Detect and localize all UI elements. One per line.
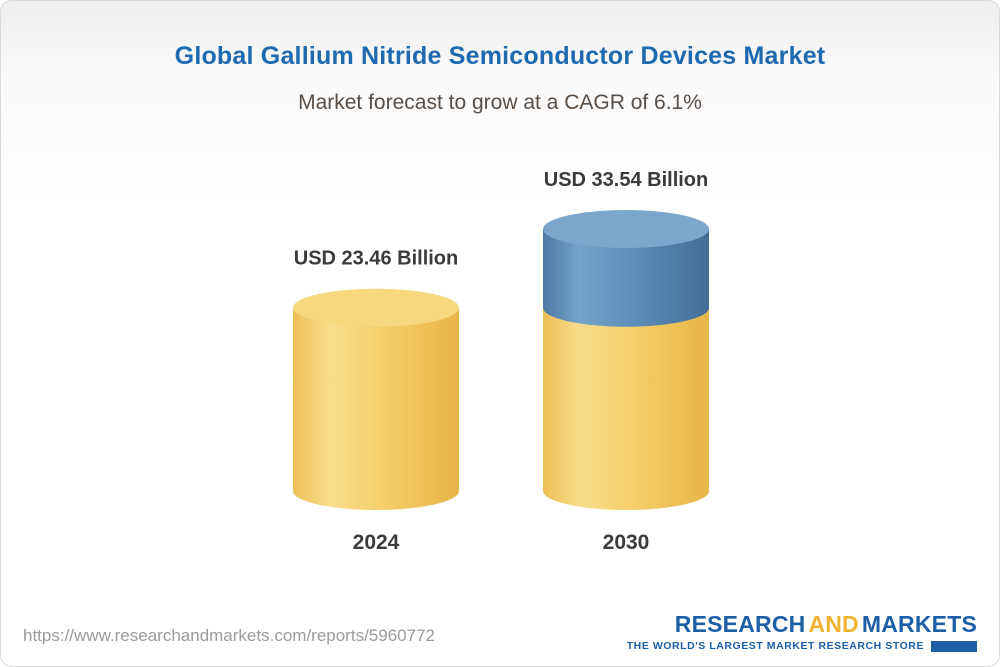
research-and-markets-logo: RESEARCH AND MARKETS THE WORLD'S LARGEST M… [627, 613, 977, 652]
logo-word-research: RESEARCH [674, 611, 806, 637]
category-label: 2024 [353, 531, 400, 554]
chart-title: Global Gallium Nitride Semiconductor Dev… [174, 42, 826, 70]
logo-word-and: AND [808, 611, 859, 637]
source-url: https://www.researchandmarkets.com/repor… [23, 626, 435, 645]
bar-2024: USD 23.46 Billion 2024 [293, 248, 459, 554]
cylinder-body-base [293, 307, 459, 491]
logo-word-markets: MARKETS [861, 611, 977, 637]
value-label: USD 23.46 Billion [294, 248, 459, 270]
logo-wordmark: RESEARCH AND MARKETS [627, 613, 977, 636]
logo-tagline-text: THE WORLD'S LARGEST MARKET RESEARCH STOR… [626, 640, 924, 653]
chart-header: Global Gallium Nitride Semiconductor Dev… [1, 1, 999, 115]
logo-tagline: THE WORLD'S LARGEST MARKET RESEARCH STOR… [627, 641, 977, 652]
cylinder-top-base [293, 288, 459, 327]
market-forecast-cylinder-chart: USD 23.46 Billion 2024 USD 33.54 Billion 20… [293, 169, 709, 554]
category-label: 2030 [603, 531, 650, 554]
cylinder-body-base [543, 307, 709, 491]
value-label: USD 33.54 Billion [544, 169, 709, 191]
chart-subtitle: Market forecast to grow at a CAGR of 6.1… [298, 91, 702, 114]
logo-block [931, 641, 977, 652]
bar-2030: USD 33.54 Billion 2030 [543, 169, 709, 554]
bars-layer: USD 23.46 Billion 2024 USD 33.54 Billion 20… [293, 169, 709, 554]
cylinder-top-growth [543, 210, 709, 248]
